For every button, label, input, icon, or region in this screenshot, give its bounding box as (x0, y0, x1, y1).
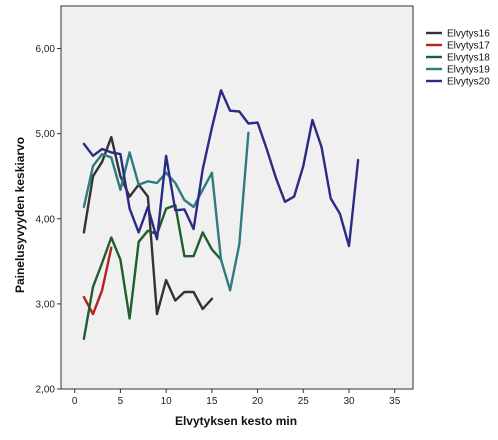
y-tick-label: 6,00 (36, 44, 56, 55)
y-axis-title: Painelusyvyyden keskiarvo (13, 137, 27, 293)
x-tick-label: 10 (161, 396, 173, 407)
legend-label: Elvytys18 (447, 53, 490, 64)
x-axis-title: Elvytyksen kesto min (175, 414, 297, 428)
plot-background (60, 5, 414, 390)
y-tick-label: 3,00 (36, 299, 56, 310)
x-tick-label: 5 (118, 396, 124, 407)
legend-label: Elvytys16 (447, 29, 490, 40)
series-line-elvytys18 (82, 203, 223, 340)
x-tick-label: 30 (343, 396, 355, 407)
legend: Elvytys16Elvytys17Elvytys18Elvytys19Elvy… (426, 29, 490, 88)
y-tick-label: 2,00 (36, 385, 56, 396)
y-tick-label: 4,00 (36, 214, 56, 225)
legend-label: Elvytys17 (447, 41, 490, 52)
series-line-elvytys17 (82, 246, 113, 316)
x-tick-label: 25 (298, 396, 310, 407)
x-tick-label: 35 (389, 396, 401, 407)
series-line-elvytys19 (82, 131, 250, 292)
x-tick-label: 0 (72, 396, 78, 407)
series-lines (82, 89, 360, 340)
legend-label: Elvytys20 (447, 77, 490, 88)
series-line-elvytys20 (82, 89, 360, 248)
y-tick-label: 5,00 (36, 129, 56, 140)
x-tick-label: 15 (206, 396, 218, 407)
legend-label: Elvytys19 (447, 65, 490, 76)
series-line-elvytys16 (82, 135, 214, 316)
axes: 0 5 10 15 20 25 30 35 2,00 3,00 4,00 5,00 6,00 (36, 44, 401, 407)
x-tick-label: 20 (252, 396, 264, 407)
